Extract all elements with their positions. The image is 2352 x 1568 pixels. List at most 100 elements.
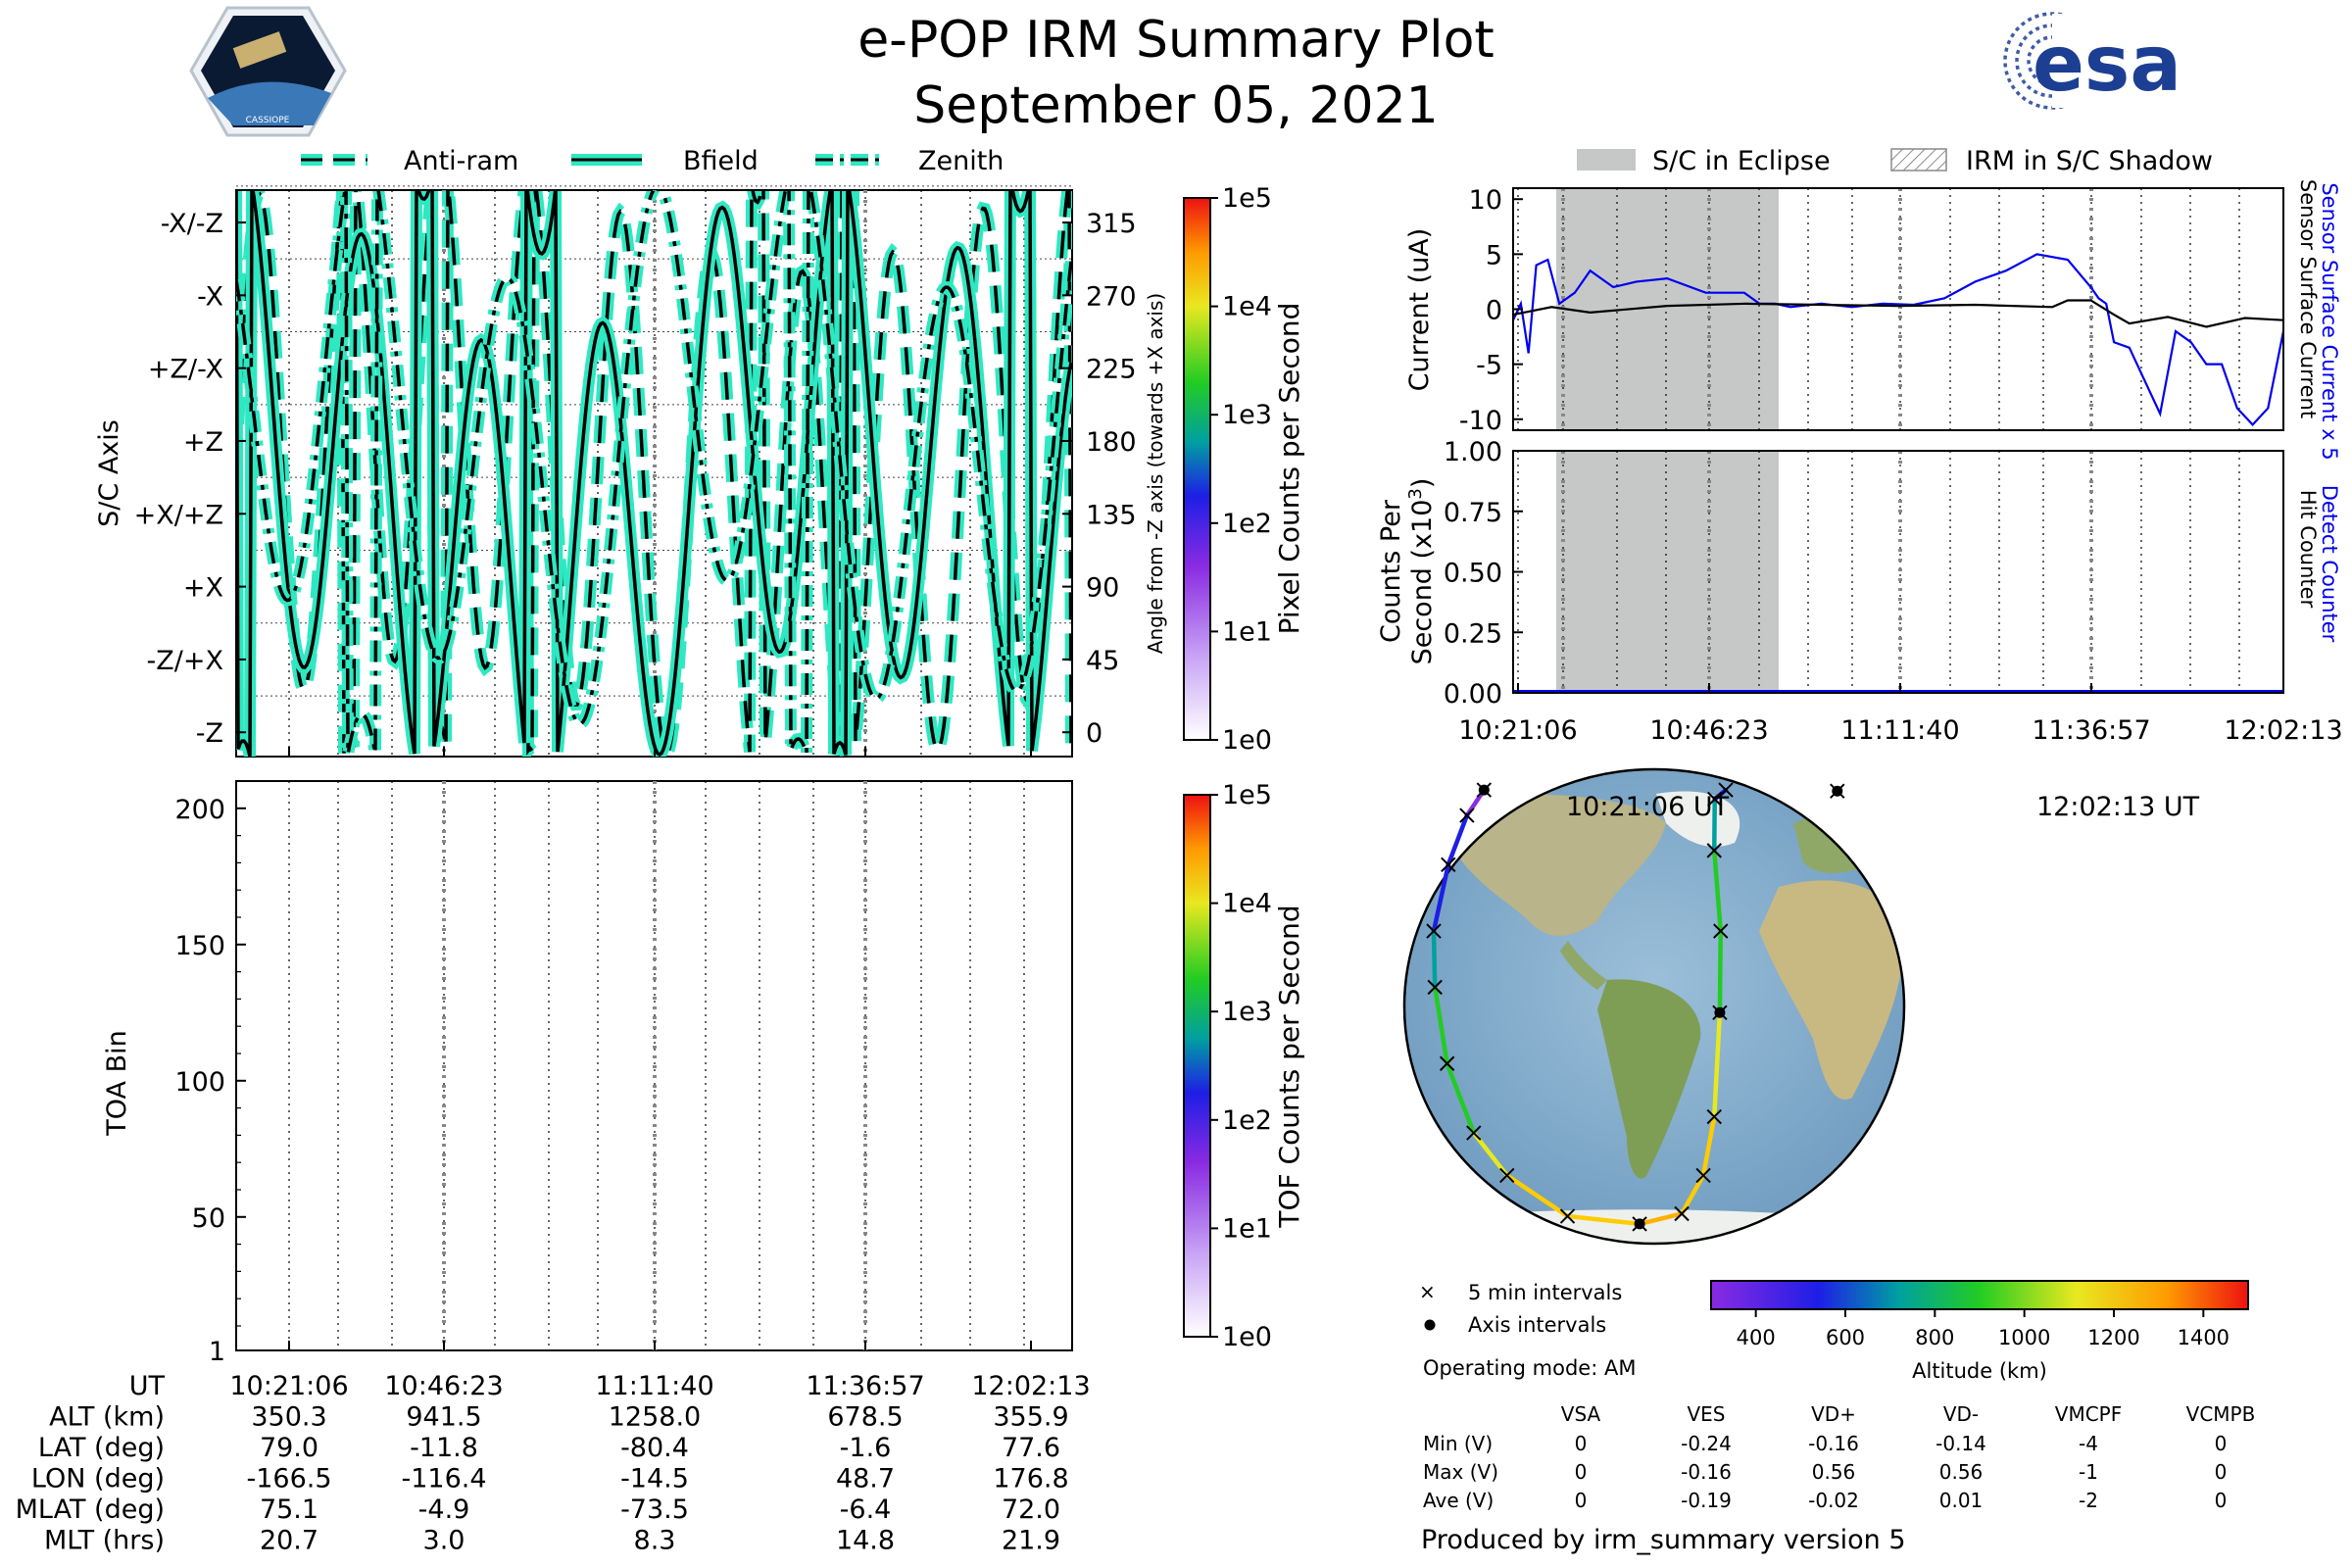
toa-tick-label: 150 [174, 931, 225, 961]
sc-axis-legend: Anti-ram Bfield Zenith [301, 146, 1004, 176]
toa-tick-label: 50 [192, 1203, 225, 1234]
tof-colorbar-tick-label: 1e1 [1222, 1213, 1272, 1244]
track-5min-marker [1441, 857, 1456, 873]
orbit-track-segment [1637, 1211, 1685, 1227]
track-axis-marker [1634, 1218, 1645, 1230]
info-cell: 48.7 [836, 1464, 895, 1494]
track-5min-marker [1695, 1167, 1711, 1184]
orbit-track-segment [1712, 848, 1724, 934]
pixel-colorbar-tick-label: 1e3 [1222, 400, 1272, 430]
counts-time-label: 11:11:40 [1840, 715, 1959, 746]
counts-right-label-blue: Detect Counter [2318, 485, 2341, 643]
axis-angle-label: 270 [1086, 281, 1137, 312]
voltage-cell: 0 [1575, 1460, 1588, 1484]
operating-mode: Operating mode: AM [1423, 1356, 1636, 1380]
orbit-track-segment [1717, 928, 1724, 1015]
track-axis-marker [1714, 1006, 1726, 1018]
axis-angle-label: 315 [1086, 209, 1137, 239]
voltage-cell: 0.01 [1939, 1489, 1984, 1512]
voltage-cell: 0 [2215, 1432, 2228, 1455]
voltage-row-label: Min (V) [1423, 1432, 1493, 1455]
altitude-tick-label: 600 [1826, 1326, 1865, 1349]
voltage-table: VSA VES VD+ VD- VMCPF VCMPB Min (V) 0 -0.24 -0.16… [1423, 1402, 2255, 1512]
pixel-colorbar-tick-label: 1e0 [1222, 725, 1272, 756]
voltage-column-header: VSA [1561, 1402, 1601, 1426]
eclipse-region-bottom [1556, 452, 1779, 692]
current-ylabel: Current (uA) [1404, 228, 1435, 392]
voltage-cell: 0 [2215, 1489, 2228, 1512]
voltage-column-header: VD- [1943, 1402, 1979, 1426]
track-5min-marker [1713, 923, 1729, 939]
orbit-track-segment [1445, 1060, 1477, 1136]
voltage-column-header: VD+ [1811, 1402, 1856, 1426]
sc-axis-right-label: Angle from -Z axis (towards +X axis) [1144, 293, 1167, 654]
eclipse-region-top [1556, 189, 1779, 429]
counts-tick-label: 0.75 [1444, 498, 1502, 528]
current-panel: 10 5 0 -5 -10 Current (uA) Sensor Surface Cu… [1404, 179, 2341, 461]
tof-colorbar-label: TOF Counts per Second [1273, 905, 1305, 1228]
info-cell: 10:21:06 [229, 1371, 348, 1401]
voltage-cell: -0.24 [1681, 1432, 1732, 1455]
tof-colorbar-tick-label: 1e3 [1222, 997, 1272, 1027]
current-tick-label: 0 [1486, 296, 1502, 326]
info-cell: 350.3 [251, 1402, 326, 1433]
axis-angle-label: 90 [1086, 573, 1119, 604]
track-axis-marker [1832, 785, 1843, 797]
orbit-track-segment [1711, 1010, 1723, 1119]
info-cell: 8.3 [634, 1526, 676, 1556]
voltage-cell: -0.14 [1936, 1432, 1986, 1455]
counts-time-label: 10:21:06 [1458, 715, 1577, 746]
orbit-track-segment [1565, 1213, 1642, 1227]
orbit-track-segment [1679, 1173, 1706, 1216]
info-row-label: LAT (deg) [38, 1433, 165, 1463]
voltage-cell: -1 [2079, 1460, 2098, 1484]
voltage-cell: -4 [2079, 1432, 2098, 1455]
legend-axis-intervals: Axis intervals [1468, 1313, 1606, 1337]
toa-tick-label: 200 [174, 795, 225, 825]
marker-x-icon: × [1419, 1280, 1436, 1303]
altitude-tick-label: 1000 [1998, 1326, 2050, 1349]
track-5min-marker [1426, 923, 1442, 939]
axis-category-label: -X/-Z [161, 209, 223, 239]
voltage-cell: 0.56 [1939, 1460, 1984, 1484]
page-date: September 05, 2021 [913, 76, 1439, 135]
counts-time-label: 11:36:57 [2032, 715, 2150, 746]
info-cell: -4.9 [418, 1494, 470, 1525]
current-legend: S/C in Eclipse IRM in S/C Shadow [1577, 146, 2213, 176]
voltage-cell: 0 [1575, 1489, 1588, 1512]
page-title: e-POP IRM Summary Plot [858, 11, 1494, 70]
toa-ylabel: TOA Bin [102, 1030, 132, 1136]
info-cell: 12:02:13 [971, 1371, 1090, 1401]
legend-eclipse: S/C in Eclipse [1652, 146, 1831, 176]
altitude-colorbar: 400 600 800 1000 1200 1400 Altitude (km) [1710, 1280, 2249, 1383]
current-tick-label: 5 [1486, 240, 1502, 270]
pixel-colorbar-tick-label: 1e4 [1222, 292, 1272, 322]
counts-tick-label: 0.00 [1444, 679, 1502, 710]
axis-category-label: +Z [183, 427, 223, 458]
track-end-label: 12:02:13 UT [2036, 792, 2200, 822]
current-line [1513, 299, 2283, 328]
axis-category-label: +X [183, 573, 223, 604]
info-cell: 11:36:57 [806, 1371, 924, 1401]
pixel-colorbar: 1e0 1e1 1e2 1e3 1e4 1e5 Pixel Counts per Seco… [1183, 183, 1305, 756]
voltage-cell: -0.16 [1808, 1432, 1859, 1455]
axis-angle-label: 0 [1086, 718, 1102, 749]
orbit-info-table: UT 10:21:06 10:46:23 11:11:40 11:36:57 12:02:… [16, 1371, 1091, 1556]
info-cell: 10:46:23 [384, 1371, 503, 1401]
orbit-track-segment [1471, 1130, 1509, 1178]
altitude-tick-label: 800 [1915, 1326, 1954, 1349]
info-cell: -1.6 [840, 1433, 892, 1463]
info-cell: -6.4 [840, 1494, 892, 1525]
legend-shadow: IRM in S/C Shadow [1966, 146, 2213, 176]
axis-category-label: -Z/+X [147, 646, 223, 676]
tof-colorbar: 1e0 1e1 1e2 1e3 1e4 1e5 TOF Counts per Second [1183, 780, 1305, 1352]
voltage-row-label: Max (V) [1423, 1460, 1498, 1484]
track-axis-marker [1478, 784, 1490, 796]
tof-colorbar-tick-label: 1e4 [1222, 889, 1272, 919]
voltage-cell: 0.56 [1812, 1460, 1856, 1484]
track-5min-marker [1674, 1205, 1690, 1222]
info-cell: 3.0 [423, 1526, 466, 1556]
